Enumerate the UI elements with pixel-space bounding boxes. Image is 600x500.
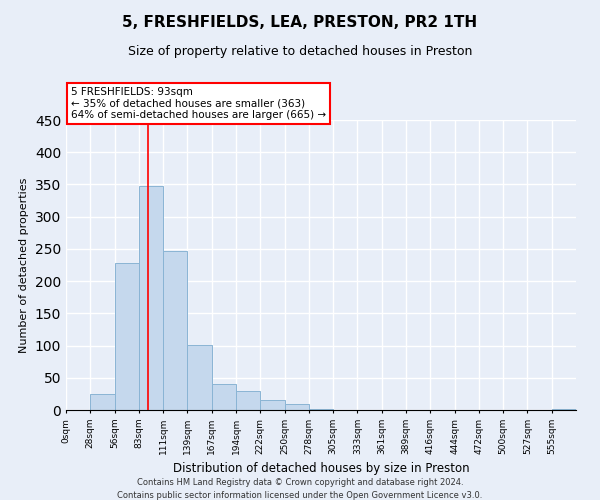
Bar (115, 263, 139, 410)
Text: 5 FRESHFIELDS: 93sqm
← 35% of detached houses are smaller (363)
64% of semi-deta: 5 FRESHFIELDS: 93sqm ← 35% of detached h… (71, 87, 326, 120)
Bar (212, 384, 236, 410)
Bar (163, 251, 187, 410)
Bar (236, 390, 260, 410)
X-axis label: Distribution of detached houses by size in Preston: Distribution of detached houses by size … (173, 462, 469, 475)
Text: Size of property relative to detached houses in Preston: Size of property relative to detached ho… (128, 45, 472, 58)
Y-axis label: Number of detached properties: Number of detached properties (19, 178, 29, 352)
Text: Contains HM Land Registry data © Crown copyright and database right 2024.: Contains HM Land Registry data © Crown c… (137, 478, 463, 487)
Bar (284, 404, 309, 410)
Text: 5, FRESHFIELDS, LEA, PRESTON, PR2 1TH: 5, FRESHFIELDS, LEA, PRESTON, PR2 1TH (122, 15, 478, 30)
Bar (187, 345, 212, 410)
Text: Contains public sector information licensed under the Open Government Licence v3: Contains public sector information licen… (118, 490, 482, 500)
Bar (260, 400, 284, 410)
Bar (90, 394, 115, 410)
Bar (139, 186, 163, 410)
